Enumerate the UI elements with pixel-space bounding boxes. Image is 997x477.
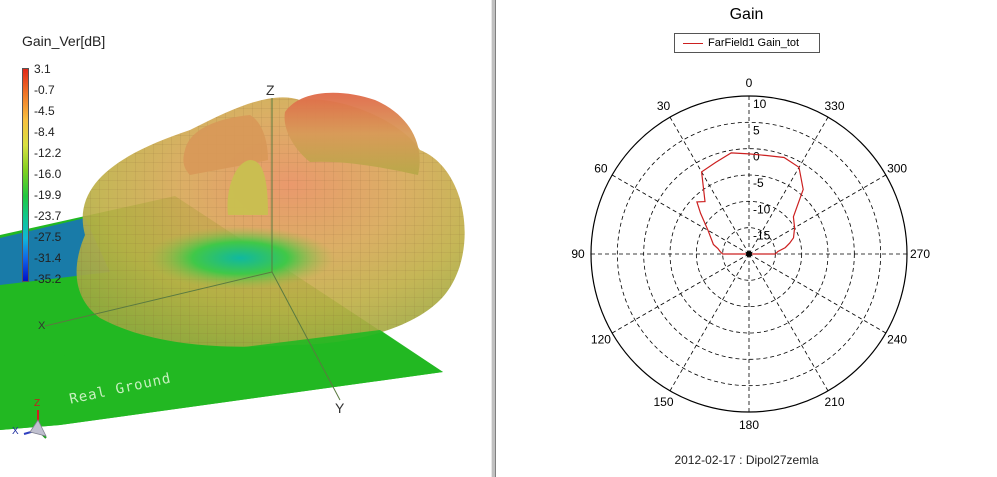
polar-spoke [669,116,750,255]
colorbar [22,68,29,282]
orientation-triad [23,410,47,439]
radial-tick-label: 0 [753,150,760,164]
colorbar-tick: -8.4 [34,125,55,139]
polar-center-dot [746,251,752,257]
legend-line-swatch [683,43,703,44]
legend-entry: FarField1 Gain_tot [708,37,800,49]
colorbar-tick: -27.5 [34,230,62,244]
colorbar-tick: 3.1 [34,62,51,76]
plot-footer: 2012-02-17 : Dipol27zemla [674,453,819,467]
radial-tick-label: 5 [753,123,760,137]
polar-spoke [748,253,887,334]
angle-tick-label: 0 [746,76,753,90]
axis-x-label: X [38,320,46,332]
polar-spoke [611,174,750,255]
angle-tick-label: 330 [824,99,844,113]
angle-tick-label: 270 [910,247,930,261]
ground-plane-front [0,330,443,430]
colorbar-tick: -12.2 [34,146,62,160]
pattern-lobe-left [183,115,268,175]
polar-spoke [748,174,887,255]
chart-title: Gain [729,6,764,23]
radial-tick-label: -5 [753,176,764,190]
angle-tick-label: 90 [571,247,585,261]
axis-y-line [271,271,341,401]
polar-spoke [748,116,829,255]
pattern-3d-scene[interactable] [0,0,491,477]
polar-spoke [748,253,829,392]
colorbar-tick: -23.7 [34,209,62,223]
pattern-inner-arch [227,160,268,215]
radial-tick-label: 10 [753,97,767,111]
colorbar-tick: -31.4 [34,251,62,265]
angle-tick-label: 30 [657,99,671,113]
colorbar-tick: -4.5 [34,104,55,118]
pattern-null-region [145,226,335,290]
axis-y-label: Y [335,400,345,416]
colorbar-title: Gain_Ver[dB] [22,33,106,49]
colorbar-tick: -0.7 [34,83,55,97]
colorbar-tick: -35.2 [34,272,62,286]
triad-z-label: Z [34,398,41,409]
pattern-3d-view[interactable]: Gain_Ver[dB] 3.1 -0.7 -4.5 -8.4 -12.2 -1… [0,0,491,477]
chart-legend: FarField1 Gain_tot [674,33,820,53]
angle-tick-label: 180 [739,418,759,432]
series-line [696,152,804,255]
colorbar-tick: -16.0 [34,167,62,181]
polar-spoke [611,253,750,334]
angle-tick-label: 60 [594,162,608,176]
axis-z-label: Z [266,82,275,98]
angle-tick-label: 300 [887,162,907,176]
angle-tick-label: 240 [887,333,907,347]
triad-x-label: X [12,426,19,437]
polar-plot-panel[interactable]: Gain FarField1 Gain_tot 10 5 0 -5 -10 -15 0 30 6… [496,0,997,477]
radial-tick-label: -10 [753,202,771,216]
axis-x-line [44,271,273,327]
pattern-lobe-right [284,92,420,175]
colorbar-tick: -19.9 [34,188,62,202]
pane-splitter[interactable] [491,0,496,477]
polar-grid-ring [616,121,882,387]
angle-tick-label: 210 [824,395,844,409]
angle-tick-label: 150 [653,395,673,409]
angle-tick-label: 120 [591,333,611,347]
radial-tick-label: -15 [753,229,771,243]
polar-chart: 10 5 0 -5 -10 -15 0 30 60 90 120 150 180 210 240 270 300… [571,76,930,432]
polar-spoke [669,253,750,392]
